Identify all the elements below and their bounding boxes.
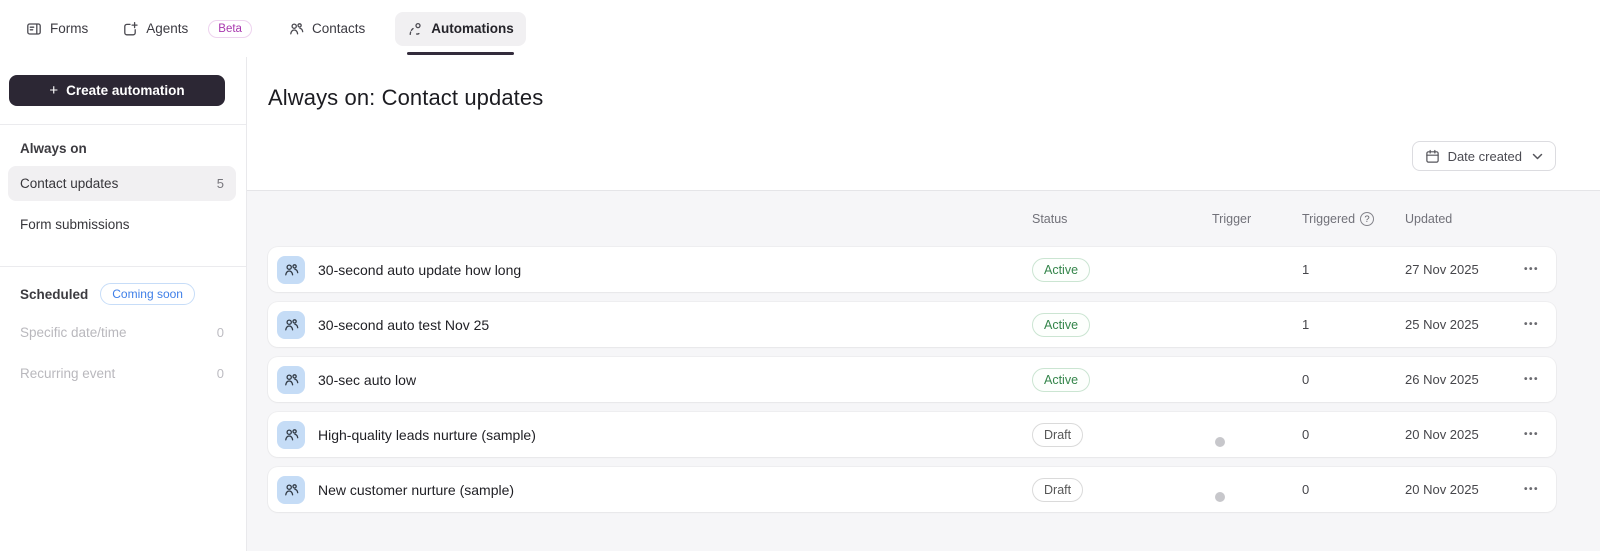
main-header: Always on: Contact updates Date created	[247, 57, 1600, 190]
status-badge: Active	[1032, 312, 1091, 337]
sidebar-item-count: 0	[216, 325, 224, 340]
coming-soon-badge: Coming soon	[100, 283, 195, 305]
tab-agents[interactable]: Agents Beta	[110, 0, 252, 57]
status-badge: Draft	[1032, 477, 1084, 502]
beta-badge: Beta	[208, 19, 252, 38]
section-always-on: Always on	[8, 141, 236, 156]
column-header-trigger: Trigger	[1212, 212, 1252, 226]
contact-automation-icon	[277, 475, 305, 504]
toggle-knob	[1199, 381, 1210, 393]
updated-date: 20 Nov 2025	[1405, 482, 1479, 497]
section-always-on-label: Always on	[20, 141, 87, 156]
sidebar: + Create automation Always on Contact up…	[0, 57, 247, 551]
tab-forms[interactable]: Forms	[14, 0, 100, 57]
toggle-knob	[1215, 437, 1225, 447]
triggered-count: 0	[1302, 372, 1310, 387]
sidebar-divider	[0, 124, 246, 125]
row-menu-button[interactable]: •••	[1522, 368, 1541, 391]
column-header-triggered-label: Triggered	[1302, 212, 1356, 226]
section-scheduled: Scheduled Coming soon	[8, 283, 236, 305]
automations-table: Status Trigger Triggered ? Updated 30-se…	[247, 191, 1600, 551]
active-tab-underline	[407, 51, 514, 55]
date-created-dropdown[interactable]: Date created	[1411, 141, 1556, 171]
top-navigation: Forms Agents Beta Co	[0, 0, 1600, 57]
row-menu-button[interactable]: •••	[1522, 423, 1541, 446]
tab-contacts[interactable]: Contacts	[276, 0, 377, 57]
table-header-row: Status Trigger Triggered ? Updated	[268, 191, 1556, 247]
contact-automation-icon	[277, 310, 305, 339]
agents-icon	[122, 21, 138, 37]
row-menu-button[interactable]: •••	[1522, 313, 1541, 336]
updated-date: 26 Nov 2025	[1405, 372, 1479, 387]
triggered-count: 1	[1302, 317, 1310, 332]
chevron-down-icon	[1532, 153, 1543, 160]
table-row[interactable]: 30-second auto test Nov 25 Active 1 25 N…	[268, 302, 1556, 347]
triggered-count: 1	[1302, 262, 1310, 277]
table-row[interactable]: New customer nurture (sample) Draft 0 20…	[268, 467, 1556, 512]
tab-automations-label: Automations	[431, 21, 514, 36]
toggle-knob	[1215, 492, 1225, 502]
plus-icon: +	[49, 82, 59, 99]
sidebar-item-count: 5	[216, 176, 224, 191]
table-row[interactable]: High-quality leads nurture (sample) Draf…	[268, 412, 1556, 457]
sidebar-divider	[0, 266, 246, 267]
sidebar-item-contact-updates[interactable]: Contact updates 5	[8, 166, 236, 201]
contact-automation-icon	[277, 255, 305, 284]
sidebar-item-specific-datetime: Specific date/time 0	[8, 315, 236, 350]
contacts-icon	[288, 21, 304, 37]
automation-name: 30-second auto update how long	[318, 261, 522, 278]
toggle-knob	[1199, 326, 1210, 338]
row-menu-button[interactable]: •••	[1522, 258, 1541, 281]
automation-name: New customer nurture (sample)	[318, 481, 515, 498]
tab-automations[interactable]: Automations	[395, 0, 526, 57]
sidebar-item-label: Contact updates	[20, 176, 119, 191]
updated-date: 25 Nov 2025	[1405, 317, 1479, 332]
help-icon[interactable]: ?	[1360, 212, 1375, 226]
tab-forms-label: Forms	[50, 21, 89, 36]
column-header-status: Status	[1032, 212, 1068, 226]
create-automation-label: Create automation	[66, 83, 185, 98]
automations-icon	[407, 21, 423, 37]
page-title: Always on: Contact updates	[268, 85, 544, 110]
automation-name: 30-sec auto low	[318, 371, 417, 388]
create-automation-button[interactable]: + Create automation	[9, 75, 225, 106]
date-created-label: Date created	[1447, 148, 1522, 164]
sidebar-item-label: Recurring event	[20, 366, 116, 381]
status-badge: Active	[1032, 257, 1091, 282]
contact-automation-icon	[277, 420, 305, 449]
triggered-count: 0	[1302, 482, 1310, 497]
sidebar-item-label: Specific date/time	[20, 325, 127, 340]
main-content: Always on: Contact updates Date created	[247, 57, 1600, 551]
status-badge: Draft	[1032, 422, 1084, 447]
table-row[interactable]: 30-sec auto low Active 0 26 Nov 2025 •••	[268, 357, 1556, 402]
automation-name: 30-second auto test Nov 25	[318, 316, 490, 333]
tab-agents-label: Agents	[146, 21, 189, 36]
column-header-triggered: Triggered ?	[1302, 212, 1405, 226]
sidebar-item-label: Form submissions	[20, 217, 130, 232]
sidebar-item-recurring-event: Recurring event 0	[8, 356, 236, 391]
row-menu-button[interactable]: •••	[1522, 478, 1541, 501]
column-header-updated: Updated	[1405, 212, 1453, 226]
table-row[interactable]: 30-second auto update how long Active 1 …	[268, 247, 1556, 292]
content-divider	[247, 190, 1600, 191]
calendar-icon	[1425, 149, 1440, 164]
contact-automation-icon	[277, 365, 305, 394]
section-scheduled-label: Scheduled	[20, 286, 89, 302]
toggle-knob	[1199, 271, 1210, 283]
triggered-count: 0	[1302, 427, 1310, 442]
updated-date: 27 Nov 2025	[1405, 262, 1479, 277]
updated-date: 20 Nov 2025	[1405, 427, 1479, 442]
automation-name: High-quality leads nurture (sample)	[318, 426, 536, 443]
forms-icon	[26, 21, 42, 37]
sidebar-item-count: 0	[216, 366, 224, 381]
status-badge: Active	[1032, 367, 1091, 392]
sidebar-item-form-submissions[interactable]: Form submissions	[8, 207, 236, 242]
tab-contacts-label: Contacts	[311, 21, 366, 36]
